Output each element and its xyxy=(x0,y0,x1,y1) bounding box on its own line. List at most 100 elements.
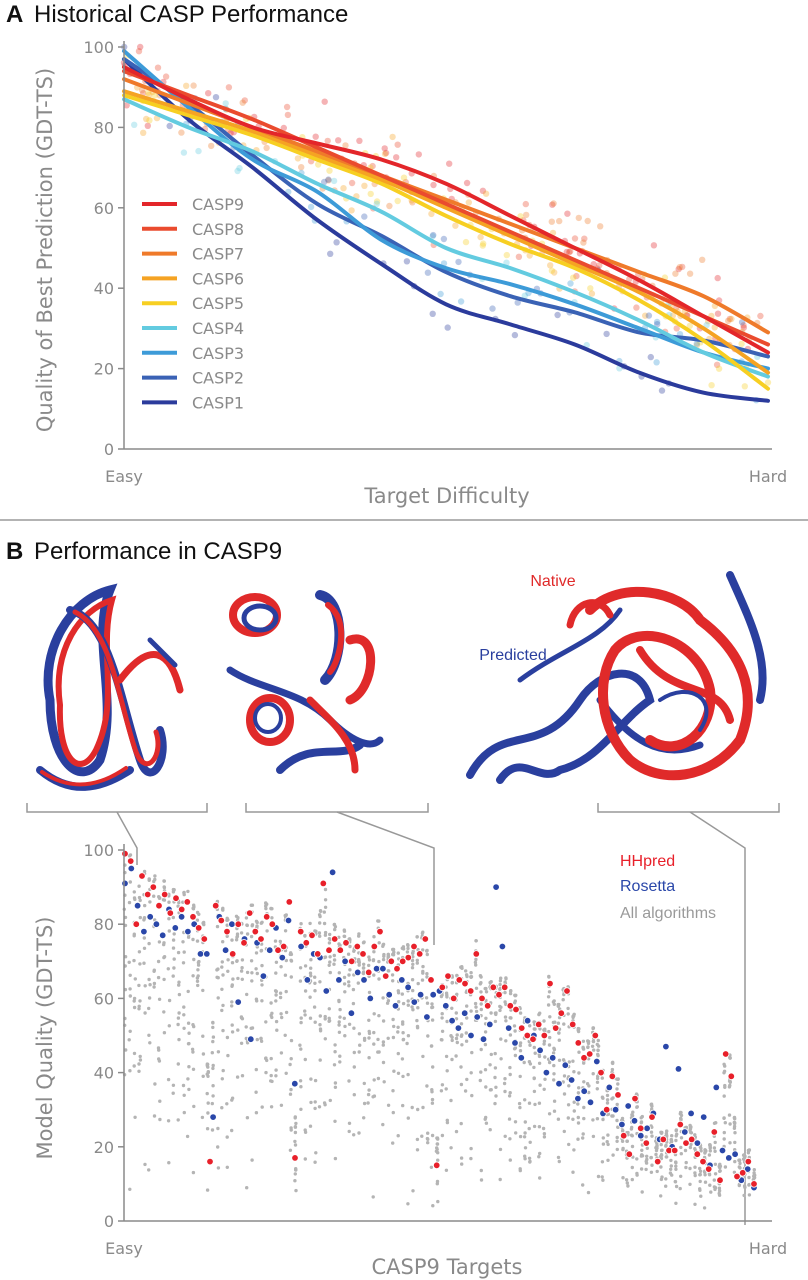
chart-b-point-all-algorithms xyxy=(640,1148,644,1153)
chart-b-point-rosetta xyxy=(467,1031,475,1040)
chart-b-point-all-algorithms xyxy=(572,1148,576,1152)
chart-b-point-all-algorithms xyxy=(426,1141,430,1145)
chart-b-point-all-algorithms xyxy=(532,1045,536,1050)
chart-b-point-all-algorithms xyxy=(323,887,328,892)
chart-b-point-all-algorithms xyxy=(644,1135,648,1139)
chart-b-point-all-algorithms xyxy=(147,941,151,946)
chart-b-point-all-algorithms xyxy=(362,1116,366,1120)
chart-b-point-all-algorithms xyxy=(294,1121,298,1126)
chart-b-point-all-algorithms xyxy=(211,1063,215,1068)
chart-b-point-all-algorithms xyxy=(659,1194,663,1198)
chart-b-point-all-algorithms xyxy=(391,1141,395,1145)
chart-b-point-all-algorithms xyxy=(567,1084,571,1088)
chart-a-point xyxy=(511,331,519,339)
chart-b-point-all-algorithms xyxy=(275,1028,279,1032)
chart-b-point-all-algorithms xyxy=(542,1039,547,1043)
chart-b-point-all-algorithms xyxy=(230,1000,234,1004)
chart-b-point-all-algorithms xyxy=(391,979,395,983)
chart-a-point xyxy=(725,317,732,325)
chart-b-point-all-algorithms xyxy=(337,1023,341,1027)
chart-b-point-all-algorithms xyxy=(197,912,201,916)
chart-b-point-all-algorithms xyxy=(279,1012,283,1016)
chart-a-point xyxy=(430,231,437,239)
chart-b-point-all-algorithms xyxy=(698,1169,703,1174)
chart-b-point-all-algorithms xyxy=(713,1140,717,1145)
chart-b-point-all-algorithms xyxy=(352,1133,356,1137)
chart-b-point-all-algorithms xyxy=(508,1065,512,1070)
chart-b-point-all-algorithms xyxy=(611,1114,615,1118)
chart-b-point-all-algorithms xyxy=(479,1002,483,1006)
chart-b-point-all-algorithms xyxy=(172,932,176,936)
chart-b-point-all-algorithms xyxy=(630,1165,634,1170)
chart-a-point xyxy=(146,91,153,99)
chart-b-point-rosetta xyxy=(196,950,205,958)
chart-b-point-all-algorithms xyxy=(347,973,351,977)
chart-b-point-all-algorithms xyxy=(293,1172,297,1176)
chart-b-point-all-algorithms xyxy=(430,1005,435,1009)
chart-b-point-all-algorithms xyxy=(293,1125,298,1129)
chart-b-point-hhpred xyxy=(574,1039,582,1047)
chart-b-point-all-algorithms xyxy=(572,1109,576,1113)
chart-b-point-all-algorithms xyxy=(186,989,190,994)
chart-b-point-rosetta xyxy=(303,976,312,984)
chart-b-point-hhpred xyxy=(461,979,469,988)
chart-a-point xyxy=(222,100,229,107)
chart-b-point-all-algorithms xyxy=(211,1035,216,1039)
chart-b-point-all-algorithms xyxy=(157,1057,161,1061)
chart-b-point-hhpred xyxy=(206,1157,214,1166)
chart-b-point-all-algorithms xyxy=(182,1013,186,1017)
chart-b-point-all-algorithms xyxy=(533,1051,537,1055)
chart-b-point-all-algorithms xyxy=(523,1098,527,1102)
chart-b-point-all-algorithms xyxy=(415,1137,420,1142)
chart-a-point xyxy=(183,82,190,90)
chart-b-point-all-algorithms xyxy=(138,898,142,903)
chart-b-point-all-algorithms xyxy=(289,1057,293,1061)
chart-b-point-all-algorithms xyxy=(415,935,419,939)
chart-b-point-all-algorithms xyxy=(576,1091,581,1095)
chart-b-point-all-algorithms xyxy=(707,1153,712,1157)
chart-b-point-all-algorithms xyxy=(158,1117,162,1122)
chart-b-point-all-algorithms xyxy=(211,1020,215,1025)
chart-b-point-all-algorithms xyxy=(470,1093,474,1098)
chart-b-point-all-algorithms xyxy=(445,1019,449,1024)
chart-b-point-all-algorithms xyxy=(630,1113,635,1118)
chart-b-point-all-algorithms xyxy=(156,959,161,964)
chart-b-point-all-algorithms xyxy=(542,1135,547,1139)
chart-b-point-all-algorithms xyxy=(615,1118,619,1123)
chart-b-point-all-algorithms xyxy=(381,1043,385,1047)
chart-b-point-hhpred xyxy=(569,1020,577,1029)
legend-label-casp3: CASP3 xyxy=(192,344,244,363)
chart-b-point-all-algorithms xyxy=(181,961,186,965)
chart-a-point xyxy=(178,129,185,136)
chart-b-point-all-algorithms xyxy=(537,1101,542,1105)
chart-b-point-rosetta xyxy=(593,1057,601,1066)
chart-a-point xyxy=(446,160,453,167)
chart-b-point-hhpred xyxy=(586,1050,594,1058)
chart-b-point-all-algorithms xyxy=(415,958,419,962)
chart-b-point-all-algorithms xyxy=(411,1008,415,1012)
panel-a-title: A Historical CASP Performance xyxy=(6,1,348,28)
chart-a-point xyxy=(151,92,158,99)
chart-b-point-all-algorithms xyxy=(220,1077,224,1081)
legend-label-casp6: CASP6 xyxy=(192,269,244,288)
chart-a-point xyxy=(327,250,334,257)
chart-b-point-all-algorithms xyxy=(538,1083,542,1087)
chart-b-point-all-algorithms xyxy=(411,962,415,966)
chart-b-point-all-algorithms xyxy=(396,1025,400,1030)
chart-b-point-all-algorithms xyxy=(128,1187,132,1192)
chart-b-point-all-algorithms xyxy=(600,1160,605,1164)
chart-b-point-all-algorithms xyxy=(439,1089,444,1093)
chart-b-point-all-algorithms xyxy=(591,1026,596,1030)
chart-b-point-all-algorithms xyxy=(650,1163,654,1167)
chart-b-point-all-algorithms xyxy=(469,1156,473,1161)
chart-b-point-all-algorithms xyxy=(436,1199,440,1204)
chart-b-point-all-algorithms xyxy=(225,934,229,938)
chart-b-point-all-algorithms xyxy=(357,963,361,967)
chart-b-point-all-algorithms xyxy=(255,1037,259,1042)
chart-a-y-tick-label: 40 xyxy=(94,279,114,298)
chart-b-point-all-algorithms xyxy=(654,1148,659,1153)
chart-b-point-all-algorithms xyxy=(142,869,147,874)
chart-b-point-all-algorithms xyxy=(254,967,258,971)
chart-b-point-all-algorithms xyxy=(274,971,278,975)
chart-b-point-all-algorithms xyxy=(195,979,200,983)
